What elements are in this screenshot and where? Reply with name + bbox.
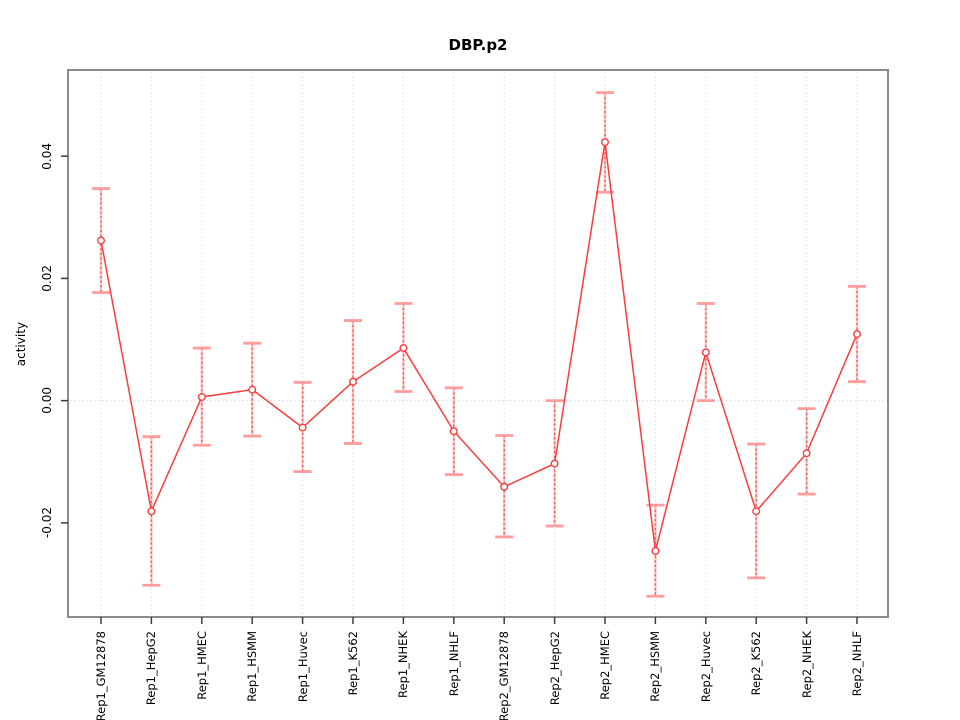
y-tick-label-0.02: 0.02 [38,243,56,313]
y-tick-label--0.02: -0.02 [38,488,56,558]
marker-Rep1_HSMM [248,385,257,394]
marker-Rep2_NHEK [802,449,811,458]
data-point-markers [96,138,862,555]
x-tick-label-Rep2_K562: Rep2_K562 [747,631,765,695]
x-tick-label-text: Rep1_HSMM [245,631,260,702]
x-tick-label-Rep1_HMEC: Rep1_HMEC [193,631,211,700]
x-tick-label-Rep2_NHLF: Rep2_NHLF [848,631,866,696]
y-axis-title-text: activity [14,321,28,367]
x-tick-label-text: Rep1_HMEC [194,631,209,700]
marker-Rep2_NHLF [853,330,862,339]
y-axis-title: activity [12,284,30,404]
marker-Rep1_HepG2 [147,507,156,516]
y-tick-label-text: 0.00 [40,387,54,414]
marker-Rep2_HepG2 [550,459,559,468]
x-tick-label-text: Rep2_Huvec [698,631,713,703]
marker-Rep2_HMEC [601,138,610,147]
y-tick-label-text: 0.02 [40,265,54,292]
x-tick-label-text: Rep1_HepG2 [144,631,159,706]
x-tick-label-text: Rep2_K562 [749,631,764,696]
x-tick-label-text: Rep2_GM12878 [497,631,512,720]
marker-Rep1_Huvec [298,423,307,432]
marker-Rep1_GM12878 [96,236,105,245]
marker-Rep2_K562 [752,507,761,516]
x-tick-label-Rep2_GM12878: Rep2_GM12878 [495,631,513,720]
x-tick-label-Rep1_HepG2: Rep1_HepG2 [142,631,160,705]
marker-Rep2_Huvec [701,348,710,357]
x-tick-label-text: Rep2_NHLF [850,631,864,697]
x-tick-label-text: Rep1_GM12878 [94,631,108,720]
x-tick-label-Rep1_GM12878: Rep1_GM12878 [92,631,110,720]
x-tick-label-Rep1_NHEK: Rep1_NHEK [394,631,412,698]
plot-border [67,69,889,618]
y-tick-label-0.00: 0.00 [38,366,56,436]
plot-frame [67,69,889,618]
x-tick-label-text: Rep1_K562 [346,631,360,696]
x-tick-label-text: Rep2_HMEC [598,631,612,700]
x-tick-label-Rep1_NHLF: Rep1_NHLF [445,631,463,696]
x-tick-label-text: Rep1_Huvec [295,631,310,703]
x-tick-label-Rep2_Huvec: Rep2_Huvec [697,631,715,702]
x-tick-label-text: Rep2_HepG2 [547,631,562,706]
y-tick-label-0.04: 0.04 [38,121,56,191]
y-tick-label-text: 0.04 [40,142,54,170]
series-line [100,142,858,552]
marker-Rep2_HSMM [651,546,660,555]
marker-Rep1_K562 [349,377,358,386]
x-tick-label-Rep2_HSMM: Rep2_HSMM [646,631,664,702]
x-tick-label-Rep2_HepG2: Rep2_HepG2 [546,631,564,705]
marker-Rep1_HMEC [197,392,206,401]
gridlines [100,72,858,615]
x-tick-label-Rep2_HMEC: Rep2_HMEC [596,631,614,700]
x-tick-label-text: Rep2_HSMM [648,631,663,702]
x-tick-label-text: Rep1_NHLF [446,631,461,697]
marker-Rep1_NHLF [449,427,458,436]
x-tick-label-Rep1_Huvec: Rep1_Huvec [294,631,312,702]
axis-tick-marks [61,155,858,624]
y-tick-label-text: -0.02 [40,507,54,539]
marker-Rep2_GM12878 [500,482,509,491]
x-tick-label-text: Rep2_NHEK [799,631,814,698]
x-tick-label-Rep1_K562: Rep1_K562 [344,631,362,695]
error-bars [92,91,866,598]
series-polyline [100,142,858,552]
marker-Rep1_NHEK [399,344,408,353]
chart-title: DBP.p2 [448,36,508,54]
x-tick-label-Rep1_HSMM: Rep1_HSMM [243,631,261,702]
x-tick-label-Rep2_NHEK: Rep2_NHEK [798,631,816,698]
x-tick-label-text: Rep1_NHEK [396,631,411,698]
